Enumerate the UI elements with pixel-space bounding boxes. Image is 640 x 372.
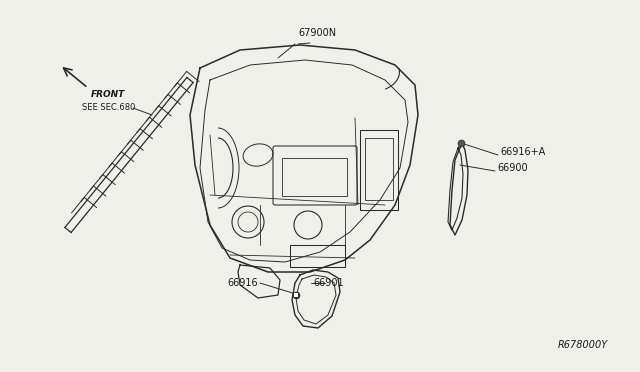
Text: 66916+A: 66916+A <box>500 147 545 157</box>
Text: 66916: 66916 <box>227 278 258 288</box>
Text: R678000Y: R678000Y <box>558 340 608 350</box>
Text: SEE SEC.680: SEE SEC.680 <box>82 103 136 112</box>
Text: 66900: 66900 <box>497 163 527 173</box>
Text: FRONT: FRONT <box>91 90 125 99</box>
Text: 66901: 66901 <box>313 278 344 288</box>
Bar <box>282 158 347 196</box>
Text: 67900N: 67900N <box>298 28 336 38</box>
Bar <box>360 130 398 210</box>
Bar <box>365 138 393 200</box>
Bar <box>290 245 345 267</box>
